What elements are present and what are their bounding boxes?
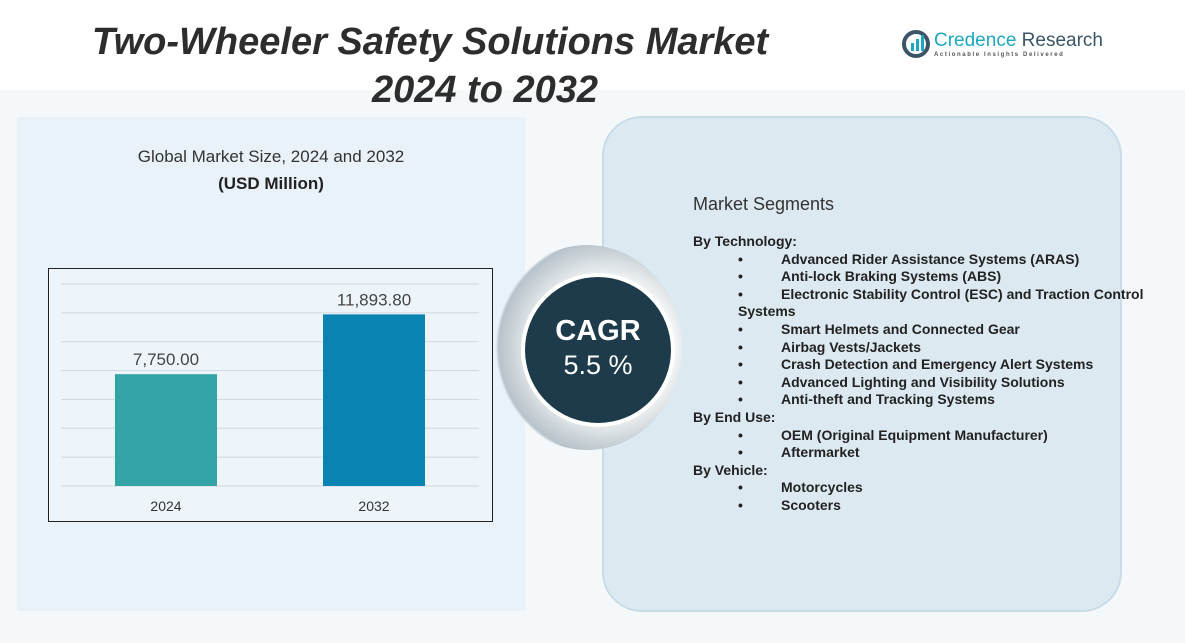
- logo-tagline: Actionable Insights Delivered: [934, 52, 1065, 58]
- bullet-icon: •: [738, 391, 743, 408]
- segment-item: • Motorcycles: [693, 479, 1158, 497]
- segment-item: • Crash Detection and Emergency Alert Sys…: [693, 356, 1158, 374]
- bar-chart-svg: 7,750.00 2024 11,893.80 2032: [61, 283, 479, 514]
- bullet-icon: •: [738, 426, 743, 443]
- title-line-2: 2024 to 2032: [371, 69, 599, 111]
- segment-item: • Airbag Vests/Jackets: [693, 339, 1158, 357]
- segment-item-label: Advanced Lighting and Visibility Solutio…: [781, 373, 1065, 390]
- logo-name-1: Credence: [934, 30, 1017, 51]
- chart-unit: (USD Million): [218, 174, 324, 193]
- logo-chart-icon: [902, 30, 930, 58]
- data-label: 11,893.80: [337, 290, 411, 309]
- segment-item: • Anti-lock Braking Systems (ABS): [693, 268, 1158, 286]
- segment-item-label: Advanced Rider Assistance Systems (ARAS): [781, 250, 1080, 267]
- segment-item: • Anti-theft and Tracking Systems: [693, 391, 1158, 409]
- segment-item: • Advanced Lighting and Visibility Soluti…: [693, 374, 1158, 392]
- bullet-icon: •: [738, 356, 743, 373]
- bullet-icon: •: [738, 320, 743, 337]
- bar-2032: [323, 314, 425, 486]
- segment-item-label: Scooters: [781, 496, 841, 513]
- segment-item-label: OEM (Original Equipment Manufacturer): [781, 426, 1048, 443]
- market-segments: Market Segments By Technology: • Advanced …: [693, 194, 1158, 515]
- segment-item-label: Anti-lock Braking Systems (ABS): [781, 268, 1002, 285]
- bullet-icon: •: [738, 479, 743, 496]
- segment-item-label: Crash Detection and Emergency Alert Syst…: [781, 356, 1094, 373]
- segment-item-label: Electronic Stability Control (ESC) and T…: [738, 285, 1144, 320]
- segment-item-label: Smart Helmets and Connected Gear: [781, 320, 1020, 337]
- logo-name-2: Research: [1016, 30, 1103, 51]
- credence-logo: Credence Research Actionable Insights Del…: [902, 30, 1103, 58]
- bar-chart: 7,750.00 2024 11,893.80 2032: [48, 268, 493, 522]
- x-tick-label: 2024: [150, 498, 181, 514]
- bullet-icon: •: [738, 338, 743, 355]
- segment-item: • Electronic Stability Control (ESC) and …: [693, 286, 1158, 321]
- bar-2024: [115, 374, 217, 486]
- chart-title: Global Market Size, 2024 and 2032: [137, 147, 405, 166]
- bullet-icon: •: [738, 373, 743, 390]
- segment-group-heading: By Vehicle:: [693, 461, 768, 478]
- bullet-icon: •: [738, 444, 743, 461]
- cagr-value: 5.5 %: [563, 350, 633, 380]
- segment-item: • Advanced Rider Assistance Systems (ARAS…: [693, 251, 1158, 269]
- segments-heading: Market Segments: [693, 194, 835, 214]
- segment-group-heading: By Technology:: [693, 233, 797, 249]
- data-label: 7,750.00: [133, 350, 199, 369]
- segment-item-label: Motorcycles: [781, 479, 863, 496]
- page-title: Two-Wheeler Safety Solutions Market 2024 …: [60, 18, 800, 114]
- title-line-1: Two-Wheeler Safety Solutions Market: [91, 21, 769, 63]
- segment-item-label: Aftermarket: [781, 444, 860, 461]
- cagr-badge: CAGR 5.5 %: [521, 273, 675, 427]
- cagr-label: CAGR: [555, 315, 641, 347]
- segment-item: • Aftermarket: [693, 444, 1158, 462]
- segment-item-label: Anti-theft and Tracking Systems: [781, 391, 995, 408]
- segment-item: • Smart Helmets and Connected Gear: [693, 321, 1158, 339]
- bullet-icon: •: [738, 268, 743, 285]
- bullet-icon: •: [738, 250, 743, 267]
- bullet-icon: •: [738, 496, 743, 513]
- x-tick-label: 2032: [358, 498, 389, 514]
- segment-item: • Scooters: [693, 497, 1158, 515]
- segment-item-label: Airbag Vests/Jackets: [781, 338, 922, 355]
- segment-group-heading: By End Use:: [693, 408, 776, 425]
- bullet-icon: •: [738, 285, 743, 302]
- segment-item: • OEM (Original Equipment Manufacturer): [693, 427, 1158, 445]
- segments-panel: [602, 116, 1122, 612]
